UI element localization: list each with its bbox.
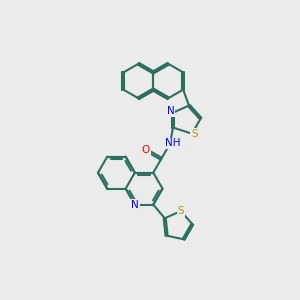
Text: NH: NH	[165, 138, 181, 148]
Text: N: N	[131, 200, 139, 210]
Text: S: S	[177, 206, 184, 216]
Text: S: S	[191, 129, 198, 139]
Text: O: O	[142, 145, 150, 155]
Text: N: N	[167, 106, 175, 116]
